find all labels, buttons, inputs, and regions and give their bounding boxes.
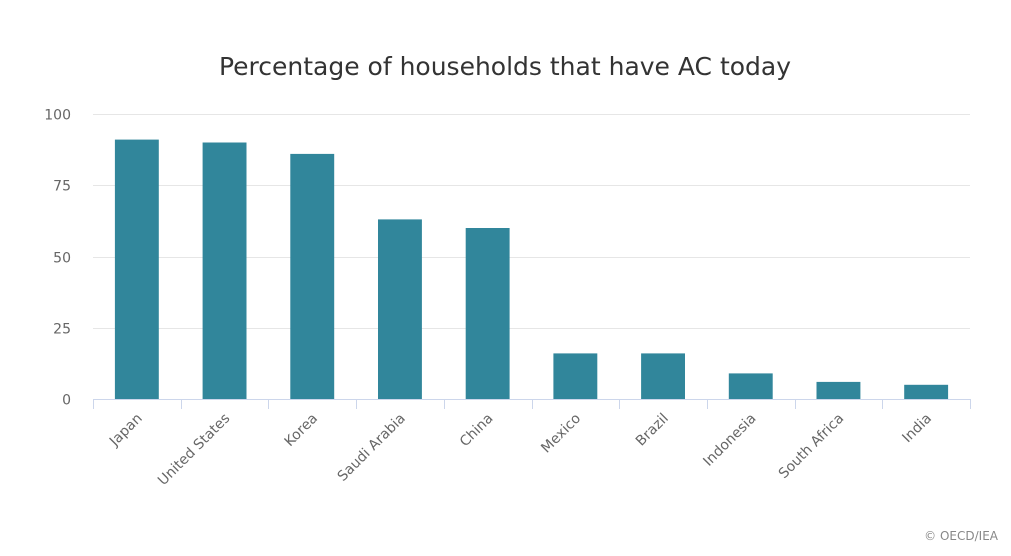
x-category-label: South Africa [776, 411, 847, 482]
x-axis-category-labels: Japan United States Korea Saudi Arabia China… [106, 411, 935, 489]
y-tick-label: 25 [53, 322, 71, 338]
chart-title: Percentage of households that have AC to… [219, 52, 791, 81]
x-category-label: India [899, 411, 935, 447]
bar-china [465, 228, 510, 399]
y-tick-label: 75 [53, 179, 71, 195]
bar-brazil [641, 353, 685, 399]
credit-text: © OECD/IEA [924, 529, 999, 543]
y-axis-tick-labels: 0 25 50 75 100 [44, 108, 71, 409]
bar-south-africa [816, 381, 861, 399]
bar-korea [290, 153, 335, 399]
bar-united-states [202, 142, 247, 399]
y-tick-label: 100 [44, 108, 71, 124]
x-category-label: Mexico [538, 411, 584, 457]
bar-indonesia [728, 373, 773, 399]
bar-india [904, 384, 949, 400]
bar-japan [114, 139, 159, 399]
bar-mexico [553, 353, 598, 399]
x-category-label: Saudi Arabia [335, 411, 409, 485]
bars [114, 139, 949, 400]
x-category-label: United States [155, 411, 233, 489]
x-category-label: Japan [106, 411, 146, 451]
bar-saudi-arabia [378, 219, 422, 399]
x-axis [93, 399, 971, 409]
y-tick-label: 0 [62, 393, 71, 409]
x-category-label: Indonesia [700, 411, 759, 470]
x-category-label: Korea [282, 411, 321, 450]
x-category-label: Brazil [633, 411, 672, 450]
x-category-label: China [457, 411, 497, 451]
y-tick-label: 50 [53, 251, 71, 267]
